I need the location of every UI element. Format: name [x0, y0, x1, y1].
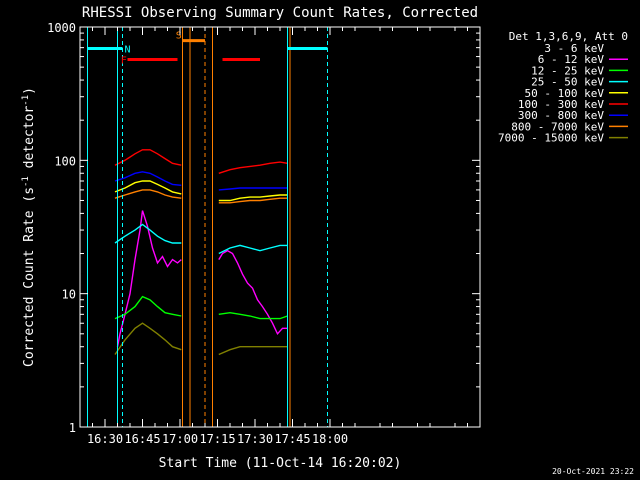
series-line	[116, 210, 182, 347]
x-tick-label: 18:00	[312, 432, 348, 446]
legend-label: 100 - 300 keV	[518, 98, 604, 111]
legend-header: Det 1,3,6,9, Att 0	[509, 30, 628, 43]
x-tick-label: 17:15	[199, 432, 235, 446]
x-tick-label: 17:30	[237, 432, 273, 446]
legend-label: 12 - 25 keV	[531, 64, 604, 77]
legend-label: 300 - 800 keV	[518, 109, 604, 122]
series-line	[114, 322, 182, 355]
x-tick-label: 16:45	[124, 432, 160, 446]
timestamp: 20-Oct-2021 23:22	[552, 467, 634, 476]
y-tick-label: 100	[54, 154, 76, 168]
series-line	[115, 216, 182, 400]
saa-flag-label: S	[176, 31, 182, 42]
y-axis: 1 10 100 1000	[47, 21, 480, 435]
annotation-layer: N S F	[87, 27, 328, 427]
series-line	[114, 223, 182, 244]
series-line	[218, 194, 288, 202]
series-line	[114, 149, 182, 166]
x-tick-label: 17:45	[274, 432, 310, 446]
y-axis-label-part3: )	[22, 87, 37, 95]
series-line	[218, 244, 288, 255]
series-line	[218, 311, 288, 320]
x-tick-label: 17:00	[162, 432, 198, 446]
legend-label: 800 - 7000 keV	[511, 120, 604, 133]
x-axis-label: Start Time (11-Oct-14 16:20:02)	[159, 456, 402, 471]
y-tick-label: 1000	[47, 21, 76, 35]
series-line	[218, 346, 288, 356]
y-axis-label-sup1: -1	[21, 176, 31, 187]
y-axis-label-part1: Corrected Count Rate (s	[22, 187, 37, 367]
series-line	[218, 161, 288, 174]
x-axis: 16:30 16:45 17:00 17:15 17:30 17:45 18:00	[79, 27, 468, 446]
series-line	[218, 249, 288, 336]
x-tick-label: 16:30	[87, 432, 123, 446]
legend-label: 6 - 12 keV	[538, 53, 605, 66]
series-line	[114, 189, 182, 199]
legend-label: 3 - 6 keV	[544, 42, 604, 55]
series-line	[114, 295, 182, 320]
night-flag-label: N	[124, 44, 130, 55]
y-tick-label: 10	[62, 288, 76, 302]
y-axis-label-part2: detector	[22, 106, 37, 177]
flare-flag-label: F	[121, 56, 127, 67]
chart-title: RHESSI Observing Summary Count Rates, Co…	[82, 5, 478, 21]
series-line	[218, 187, 288, 191]
y-axis-label: Corrected Count Rate (s-1 detector-1)	[21, 87, 37, 367]
series-line	[218, 197, 288, 204]
legend-label: 50 - 100 keV	[525, 87, 605, 100]
series-line	[114, 180, 182, 195]
y-axis-label-sup2: -1	[21, 95, 31, 106]
legend-label: 7000 - 15000 keV	[498, 132, 604, 145]
series-layer	[114, 149, 289, 404]
y-tick-label: 1	[69, 421, 76, 435]
legend-label: 25 - 50 keV	[531, 76, 604, 89]
series-line	[114, 171, 182, 186]
series-line	[218, 239, 289, 404]
